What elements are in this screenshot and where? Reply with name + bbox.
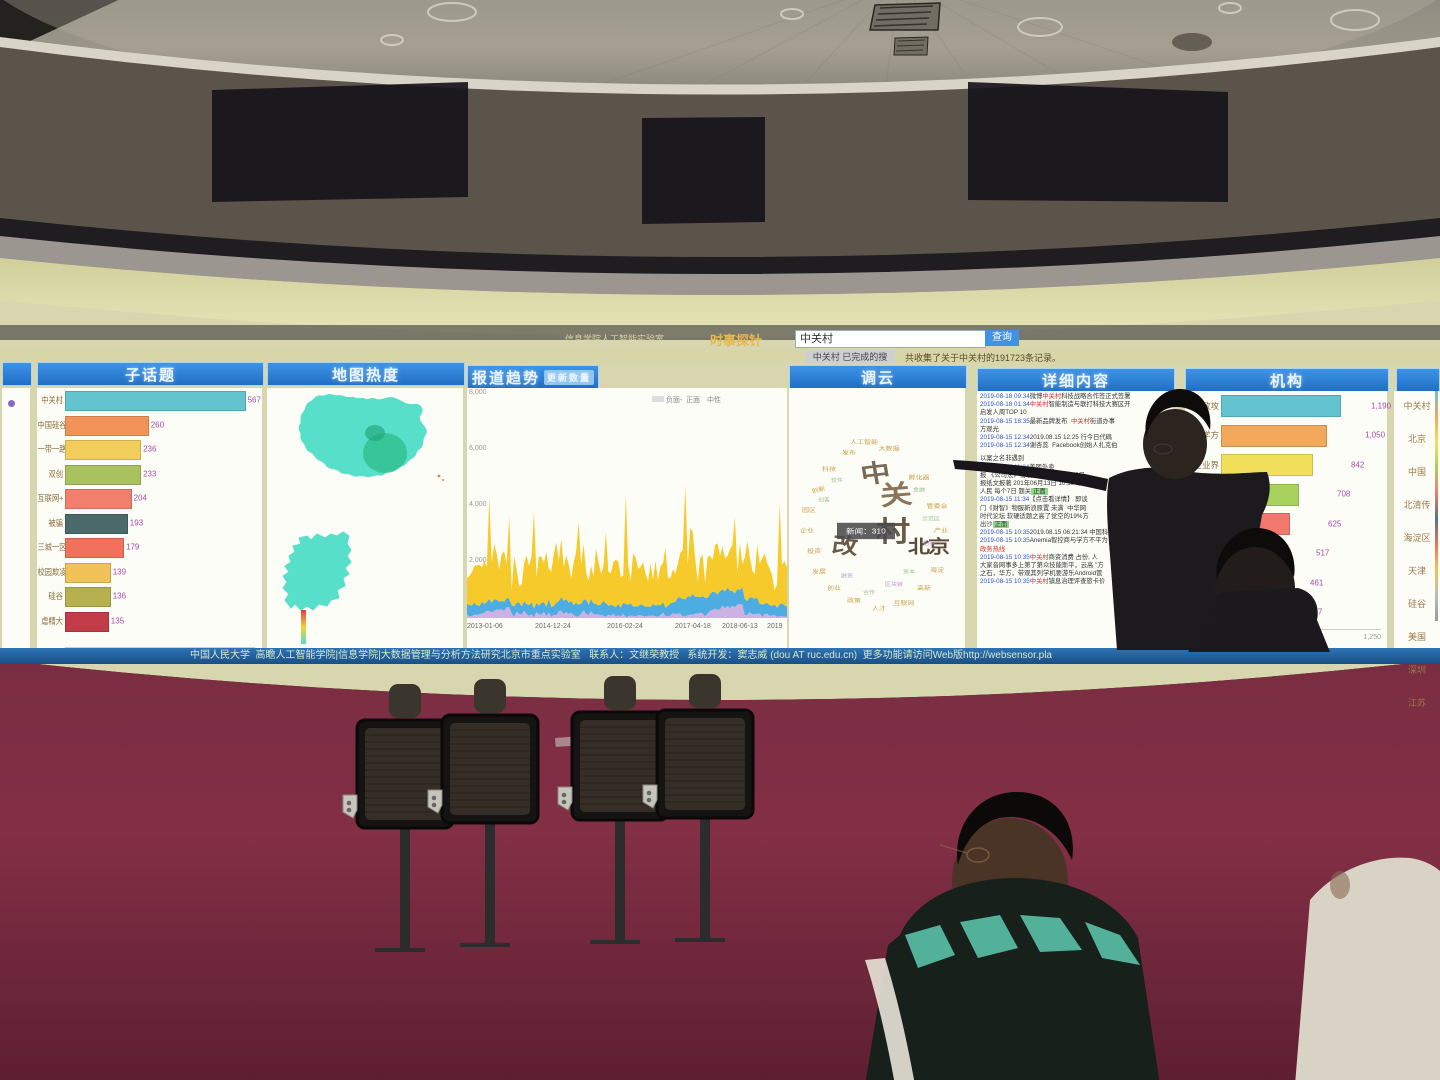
- svg-text:示范区: 示范区: [922, 515, 941, 522]
- svg-text:关: 关: [878, 479, 914, 511]
- svg-text:人才: 人才: [872, 604, 886, 612]
- svg-text:2017-04-18: 2017-04-18: [675, 623, 711, 630]
- svg-text:创客: 创客: [818, 496, 831, 503]
- svg-text:发展: 发展: [812, 567, 827, 575]
- svg-text:园区: 园区: [802, 507, 817, 514]
- svg-text:北: 北: [908, 537, 930, 558]
- svg-text:高新: 高新: [917, 584, 932, 592]
- svg-text:资本: 资本: [903, 568, 916, 575]
- svg-text:2016-02-24: 2016-02-24: [607, 623, 643, 630]
- svg-text:招商: 招商: [923, 540, 936, 547]
- svg-text:海淀: 海淀: [930, 566, 945, 574]
- svg-text:政策: 政策: [847, 596, 862, 604]
- svg-text:中性: 中性: [707, 395, 721, 404]
- svg-text:2013-01-06: 2013-01-06: [467, 623, 503, 630]
- svg-text:金融: 金融: [913, 486, 926, 493]
- svg-text:产业: 产业: [934, 526, 949, 534]
- svg-text:人工智能: 人工智能: [850, 438, 879, 446]
- svg-text:2014-12-24: 2014-12-24: [535, 623, 571, 630]
- svg-text:软件: 软件: [831, 476, 844, 483]
- svg-text:新闻：310: 新闻：310: [846, 526, 886, 535]
- svg-text:2019: 2019: [767, 623, 783, 630]
- svg-text:大数据: 大数据: [879, 444, 901, 452]
- svg-text:发布: 发布: [842, 448, 857, 456]
- svg-text:孵化器: 孵化器: [909, 473, 931, 481]
- svg-text:区块链: 区块链: [885, 581, 904, 588]
- svg-text:企业: 企业: [800, 526, 815, 534]
- svg-text:8,000: 8,000: [469, 389, 487, 396]
- svg-text:创新: 创新: [810, 484, 827, 495]
- svg-text:投资: 投资: [807, 547, 822, 555]
- svg-text:负面: 负面: [666, 395, 680, 404]
- svg-text:管委会: 管委会: [927, 502, 949, 510]
- svg-text:京: 京: [928, 536, 950, 558]
- svg-text:互联网: 互联网: [894, 598, 915, 606]
- svg-text:融资: 融资: [841, 572, 854, 579]
- svg-text:2018-06-13: 2018-06-13: [722, 623, 758, 630]
- svg-text:合作: 合作: [863, 589, 876, 596]
- svg-text:正面: 正面: [686, 396, 700, 404]
- svg-text:6,000: 6,000: [469, 445, 487, 452]
- svg-text:科技: 科技: [822, 465, 837, 473]
- svg-text:-: -: [680, 397, 683, 404]
- svg-text:创业: 创业: [827, 584, 842, 592]
- svg-text:4,000: 4,000: [469, 501, 487, 508]
